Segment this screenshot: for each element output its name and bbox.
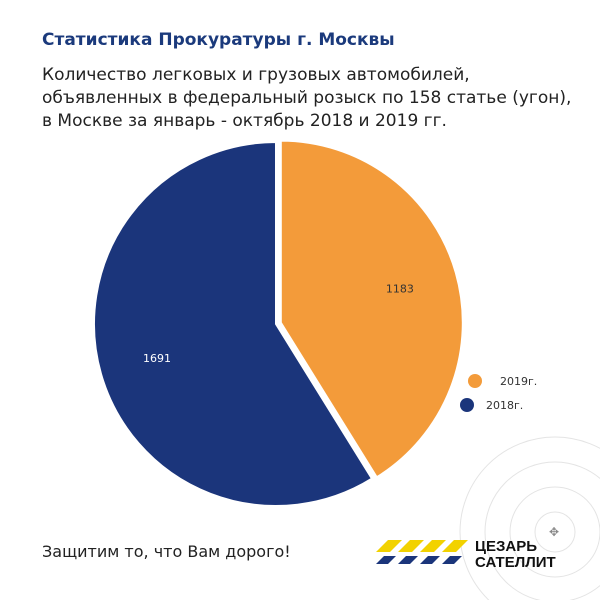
subtitle-line: объявленных в федеральный розыск по 158 … xyxy=(42,88,572,108)
logo-line: САТЕЛЛИТ xyxy=(475,554,556,571)
legend-swatch xyxy=(468,374,482,388)
decor-circles xyxy=(459,436,600,600)
legend-item-2018: 2018г. xyxy=(460,398,523,412)
legend-label: 2019г. xyxy=(500,374,538,388)
logo: ЦЕЗАРЬ САТЕЛЛИТ xyxy=(475,539,556,571)
pie-slice-2019г. xyxy=(279,139,464,479)
slogan: Защитим то, что Вам дорого! xyxy=(42,542,291,561)
subtitle-line: Количество легковых и грузовых автомобил… xyxy=(42,65,470,85)
satellite-icon: ✥ xyxy=(549,525,559,539)
chart-subtitle: Количество легковых и грузовых автомобил… xyxy=(42,64,600,133)
legend-item-2019: 2019г. xyxy=(468,374,537,388)
legend-label: 2018г. xyxy=(486,398,524,412)
data-label: 1183 xyxy=(386,283,414,296)
logo-stripes xyxy=(376,540,468,564)
pie-slice-2018г. xyxy=(93,140,374,507)
logo-line: ЦЕЗАРЬ xyxy=(475,538,537,555)
page-title: Статистика Прокуратуры г. Москвы xyxy=(42,30,395,50)
data-label: 1691 xyxy=(143,352,171,365)
subtitle-line: в Москве за январь - октябрь 2018 и 2019… xyxy=(42,111,447,131)
legend-swatch xyxy=(460,398,474,412)
